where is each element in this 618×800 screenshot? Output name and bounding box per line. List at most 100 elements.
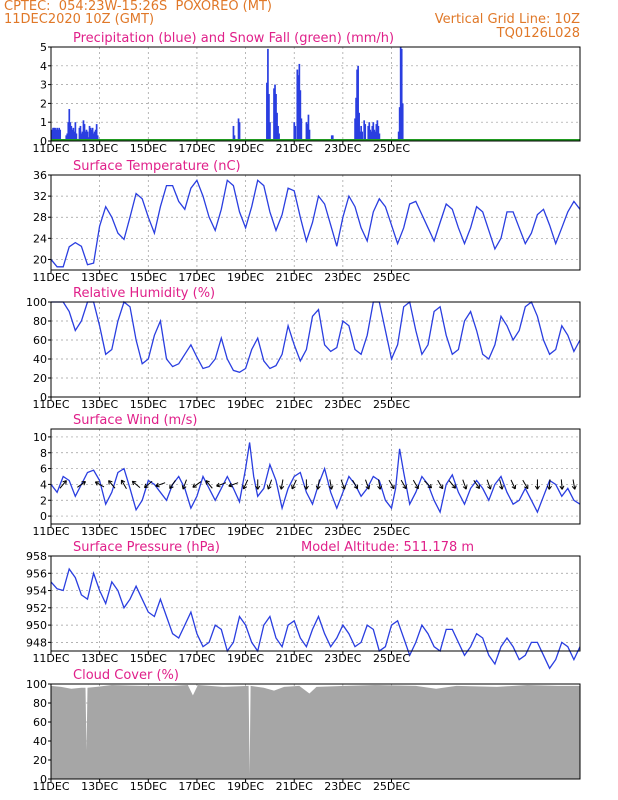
cloud-cover-area [51,685,580,779]
precip-bar [299,90,302,141]
plot-frame [50,46,581,142]
wind-arrowhead [155,482,160,488]
precip-bar [67,122,70,141]
precip-bar [96,135,99,141]
precip-bar [363,120,366,141]
precip-bar [78,127,81,141]
x-tick-label: 17DEC [178,398,215,411]
x-tick-label: 19DEC [227,271,264,284]
wind-vector [462,479,467,490]
plot-frame [50,174,581,271]
precip-bar [354,118,356,141]
wind-vector [192,481,202,488]
x-tick-label: 23DEC [324,398,361,411]
y-tick-label: 100 [26,296,47,309]
precip-bar [355,97,357,141]
wind-arrowhead [365,485,371,490]
wind-panel: 0 2 4 6 8 10 11DEC 13DEC 15DEC 17DEC 19DEC 21DEC 23D… [32,413,581,538]
y-tick-label: 80 [33,697,47,710]
x-tick-label: 15DEC [130,780,167,793]
rh-panel: 0 20 40 60 80 100 11DEC 13DEC 15DEC 17DEC 19DEC 21D… [26,286,581,411]
wind-vector [572,479,576,490]
plot-frame [50,301,581,398]
y-tick-label: 6 [40,463,47,476]
x-tick-label: 25DEC [373,142,410,155]
wind-vector [77,481,86,488]
wind-vector [400,479,407,489]
precip-bar [269,122,271,141]
x-tick-label: 23DEC [324,780,361,793]
x-tick-label: 13DEC [81,142,118,155]
wind-arrowhead [143,483,149,489]
y-tick-label: 60 [33,334,47,347]
wind-arrowhead [328,485,334,490]
wind-vector [412,479,419,489]
plot-frame [50,683,581,780]
precip-bar [356,69,358,141]
y-tick-label: 0 [40,135,47,148]
precip-bar [367,125,370,141]
x-tick-label: 21DEC [276,780,313,793]
precip-bar [330,135,333,141]
y-tick-label: 952 [26,602,47,615]
precip-bar [273,88,275,141]
y-tick-label: 956 [26,567,47,580]
x-tick-label: 19DEC [227,652,264,665]
wind-vector [182,479,187,490]
precip-bar [361,131,364,141]
wind-arrowhead [181,485,187,490]
wind-vector [329,479,333,490]
wind-arrowhead [377,485,383,490]
pressure-panel: 948 950 952 954 956 958 11DEC 13DEC 15DEC 17DEC 19… [26,540,581,670]
wind-arrowhead [120,479,126,485]
precip-bar [91,127,94,141]
x-tick-label: 11DEC [32,398,69,411]
precip-bar [83,124,86,141]
x-tick-label: 11DEC [32,780,69,793]
x-tick-label: 13DEC [81,398,118,411]
precip-bar [89,127,92,141]
y-tick-label: 20 [33,372,47,385]
wind-arrowhead [499,485,504,490]
precip-bar [55,129,57,141]
wind-arrowhead [169,484,174,489]
precip-bar [373,129,376,141]
x-tick-label: 15DEC [130,652,167,665]
precip-bar [294,125,297,141]
precip-bar [376,120,379,141]
wind-arrowhead [131,480,137,486]
precip-bar [84,131,87,141]
wind-arrowhead [94,481,100,486]
wind-vector [340,479,346,490]
precip-bar [71,129,74,141]
precip-bar [305,122,308,141]
x-tick-label: 21DEC [276,652,313,665]
x-tick-label: 15DEC [130,142,167,155]
precip-bar [399,47,402,141]
temp-series-line [50,178,581,268]
y-tick-label: 32 [33,190,47,203]
panel-title: Surface Pressure (hPa) [73,540,220,555]
y-tick-label: 60 [33,716,47,729]
precip-bar [377,125,380,141]
precip-bar [274,84,276,141]
wind-arrowhead [524,484,529,490]
wind-arrowhead [353,484,359,490]
wind-vector [216,482,227,487]
wind-arrowhead [279,485,285,490]
wind-arrowhead [242,484,248,490]
precip-bar [75,133,78,141]
precip-bar [296,69,299,141]
wind-arrowhead [341,485,346,490]
precip-bar [57,129,59,141]
precip-bar [90,129,93,141]
x-tick-label: 25DEC [373,652,410,665]
wind-vector [510,479,516,490]
x-tick-label: 17DEC [178,142,215,155]
x-tick-label: 23DEC [324,271,361,284]
panel-title: Precipitation (blue) and Snow Fall (gree… [73,31,394,46]
wind-arrowhead [303,485,309,490]
precip-bar [79,125,82,141]
precip-bar [374,131,377,141]
